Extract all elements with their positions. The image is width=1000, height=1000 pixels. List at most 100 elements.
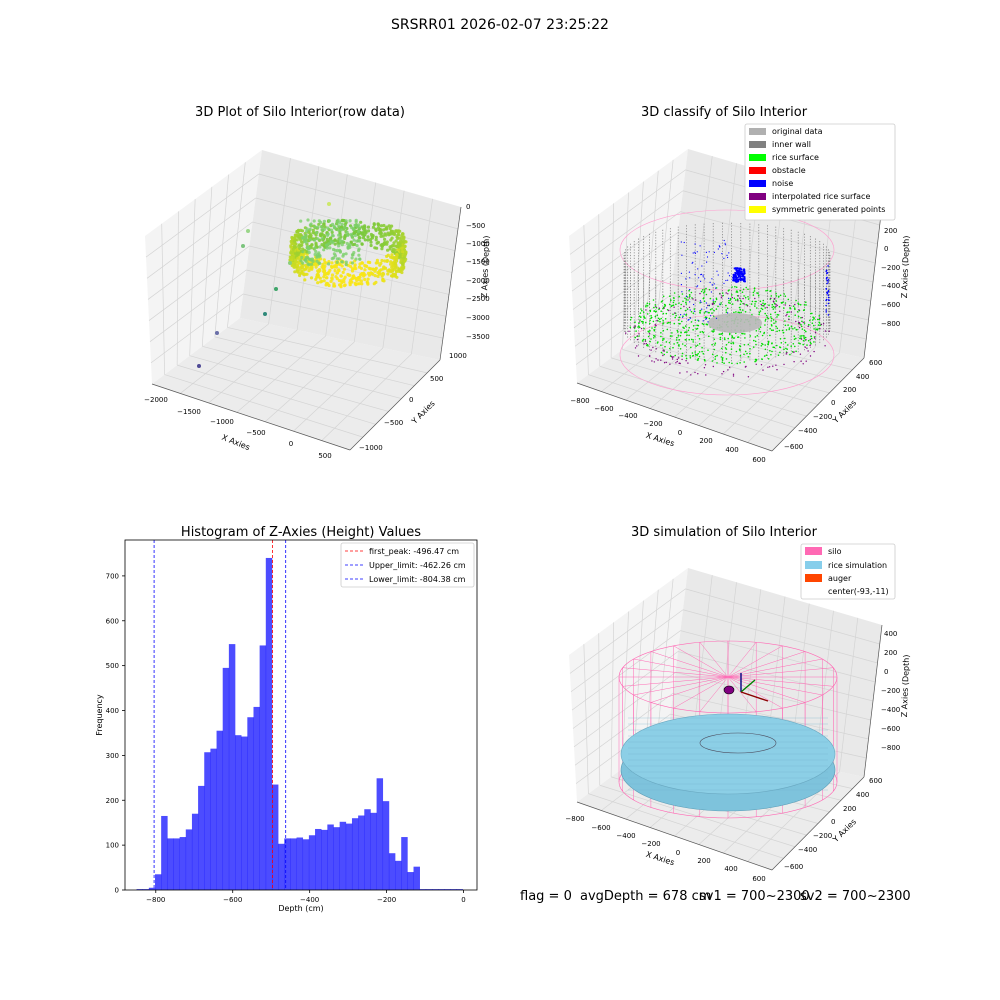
raw-point [304,240,308,244]
raw-point [387,233,391,237]
histogram-bar [438,889,445,890]
interpolated-point [704,364,707,366]
rice-surface-point [744,337,746,339]
rice-surface-point [689,357,692,359]
interpolated-point [770,297,772,300]
interpolated-point [721,295,723,297]
legend-label: auger [828,574,852,583]
raw-point [343,275,347,279]
histogram-reference-lines [153,540,287,890]
raw-point [359,279,363,283]
rice-surface-point [675,314,677,317]
rice-surface-point [728,361,730,364]
interpolated-point [671,358,674,360]
noise-point [709,281,711,283]
interpolated-point [678,357,680,359]
raw-ztick: −2000 [466,277,490,285]
rice-surface-point [666,351,668,354]
raw-point [349,265,353,269]
rice-surface-point [757,294,760,297]
noise-point [705,302,708,304]
histogram-bar [167,838,174,890]
rice-surface-point [635,330,637,332]
rice-surface-point [697,357,700,360]
raw-point [313,238,317,242]
interpolated-point [805,360,807,362]
interpolated-point [633,326,635,328]
rice-surface-point [676,329,679,332]
rice-surface-point [730,348,733,350]
rice-surface-point [749,335,752,337]
rice-surface-point [699,311,701,314]
noise-point [735,276,738,279]
x-tick-label: 0 [461,896,465,904]
grid-line [148,245,250,321]
rice-surface-point [747,288,749,291]
interpolated-point [809,344,811,347]
rice-surface-point [725,311,728,314]
rice-surface-point [735,286,738,289]
silo-roof-spoke [673,676,729,709]
grid-line [569,169,686,255]
raw-xtick: 0 [289,440,293,448]
raw-point [310,267,314,271]
noise-point [708,304,710,306]
interpolated-point [746,305,749,307]
raw-point [378,269,382,273]
rice-surface-point [715,298,718,301]
raw-point [367,273,371,277]
rice-surface-point [754,340,757,343]
interpolated-point [779,310,781,312]
noise-point [826,279,829,282]
simulation-xtick: 0 [676,849,680,857]
rice-surface-point [698,343,701,345]
rice-surface-point [712,301,715,303]
classify-xtick: 400 [725,446,738,454]
rice-surface-point [712,331,714,333]
raw-point [344,263,348,267]
raw-point [307,250,311,255]
left-pane [569,568,688,802]
interpolated-point [785,353,787,355]
grid-line [149,269,247,342]
legend-swatch-rice-surface [749,154,766,161]
interpolated-point [813,350,815,353]
rice-surface-point [723,337,726,339]
rice-surface-point [690,321,693,323]
legend-swatch-rice-simulation [805,561,822,569]
rice-surface-point [670,299,672,302]
rice-surface-point [681,293,684,295]
rice-surface-point [688,326,690,329]
rice-surface-point [703,291,706,293]
rice-surface-point [688,338,690,341]
rice-surface-point [669,347,671,350]
noise-point [726,254,728,256]
rice-surface-point [813,336,816,338]
histogram-bar [370,812,377,890]
rice-surface-point [754,336,757,338]
rice-surface-point [721,332,724,335]
noise-point [696,286,698,288]
raw-point [398,242,402,246]
interpolated-point [686,371,688,373]
raw-point [358,275,362,279]
rice-surface-point [653,337,655,339]
interpolated-point [784,304,786,306]
raw-point [322,227,326,231]
raw-point [345,230,349,234]
rice-surface-point [770,295,773,297]
rice-surface-point [792,305,795,308]
raw-ztick: −500 [466,222,485,230]
rice-surface-point [715,287,718,289]
interpolated-point [824,330,827,332]
rice-surface-point [767,317,770,320]
raw-point [332,252,336,256]
noise-point [683,241,685,244]
raw-point [383,259,387,263]
simulation-legend: silo rice simulation auger center(-93,-1… [800,543,896,600]
rice-surface-point [662,339,664,342]
rice-surface-point [668,303,671,306]
rice-surface-point [640,316,642,319]
interpolated-point [658,307,661,309]
rice-surface-point [754,305,756,307]
